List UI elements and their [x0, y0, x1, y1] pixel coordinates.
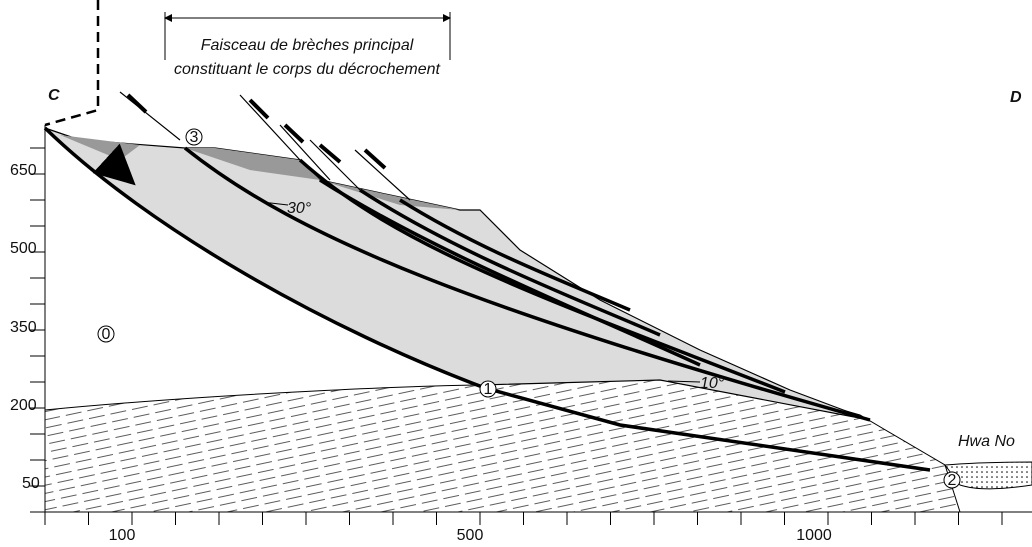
fault [399, 198, 631, 312]
fault [359, 188, 661, 337]
slip-arrow [126, 93, 387, 170]
marker: 0 [97, 325, 115, 343]
y-tick-label: 500 [10, 240, 37, 257]
marker-label: 1 [484, 381, 493, 398]
section-end: D [1010, 89, 1022, 106]
y-tick-label: 50 [22, 475, 40, 492]
bedrock [44, 377, 961, 513]
fault-trace [119, 91, 411, 201]
marker: 3 [185, 128, 203, 146]
marker: 1 [479, 380, 497, 398]
fault [319, 178, 701, 367]
marker-label: 2 [948, 472, 957, 489]
dip-symbol [667, 380, 701, 383]
marker: 2 [943, 471, 961, 489]
y-tick-label: 350 [10, 319, 37, 336]
marker-label: 3 [190, 129, 199, 146]
y-tick-label: 650 [10, 162, 37, 179]
axes: 650 500 350 200 50 100 500 1000 [10, 125, 1032, 544]
fault [183, 146, 871, 422]
annotation: Faisceau de brèches principal [201, 37, 414, 54]
slip-arrow [92, 143, 136, 186]
section-end: C [48, 87, 60, 104]
dashed-boundary [44, 0, 100, 127]
dip-symbol [261, 201, 289, 206]
x-tick-label: 500 [457, 527, 484, 544]
annotation: constituant le corps du décrochement [174, 61, 440, 78]
x-tick-label: 100 [109, 527, 136, 544]
place-label: Hwa No [958, 433, 1015, 450]
y-tick-label: 200 [10, 397, 37, 414]
marker-label: 0 [102, 326, 111, 343]
x-tick-label: 1000 [796, 527, 832, 544]
alluvium [944, 461, 1032, 490]
dip-label: 30° [287, 200, 312, 217]
dip-label: 10° [700, 375, 725, 392]
